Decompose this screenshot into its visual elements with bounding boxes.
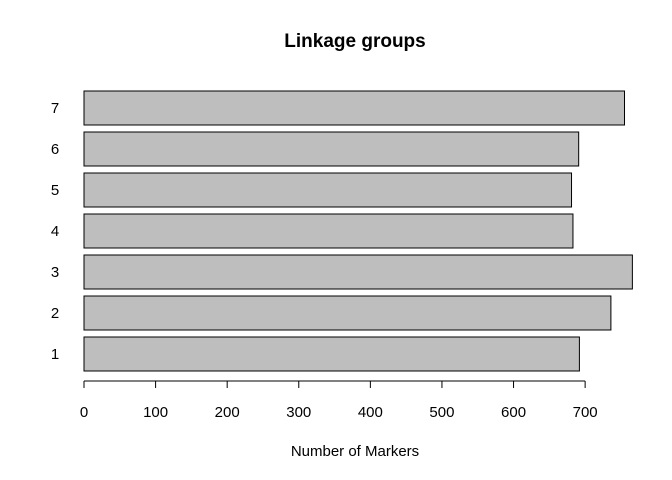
x-tick-label-100: 100 <box>143 404 168 421</box>
bar-1 <box>83 336 580 372</box>
category-labels: 1 2 3 4 5 6 7 <box>51 100 59 363</box>
bar-3 <box>83 254 633 290</box>
bar-6 <box>83 131 580 167</box>
bar-2 <box>83 295 612 331</box>
x-tick-label-300: 300 <box>286 404 311 421</box>
category-label-4: 4 <box>51 223 59 240</box>
x-tick-label-500: 500 <box>429 404 454 421</box>
category-label-1: 1 <box>51 346 59 363</box>
x-tick-label-400: 400 <box>358 404 383 421</box>
x-axis-label: Number of Markers <box>291 443 419 460</box>
bar-4 <box>83 213 574 249</box>
category-label-7: 7 <box>51 100 59 117</box>
bar-7 <box>83 90 626 126</box>
category-label-6: 6 <box>51 141 59 158</box>
chart-title: Linkage groups <box>284 31 425 52</box>
category-label-2: 2 <box>51 305 59 322</box>
x-tick-label-0: 0 <box>80 404 88 421</box>
x-tick-label-700: 700 <box>573 404 598 421</box>
x-axis: 0 100 200 300 400 500 600 700 <box>80 380 598 421</box>
bars-group <box>83 90 633 372</box>
x-tick-label-200: 200 <box>215 404 240 421</box>
category-label-5: 5 <box>51 182 59 199</box>
category-label-3: 3 <box>51 264 59 281</box>
x-tick-label-600: 600 <box>501 404 526 421</box>
bar-5 <box>83 172 573 208</box>
